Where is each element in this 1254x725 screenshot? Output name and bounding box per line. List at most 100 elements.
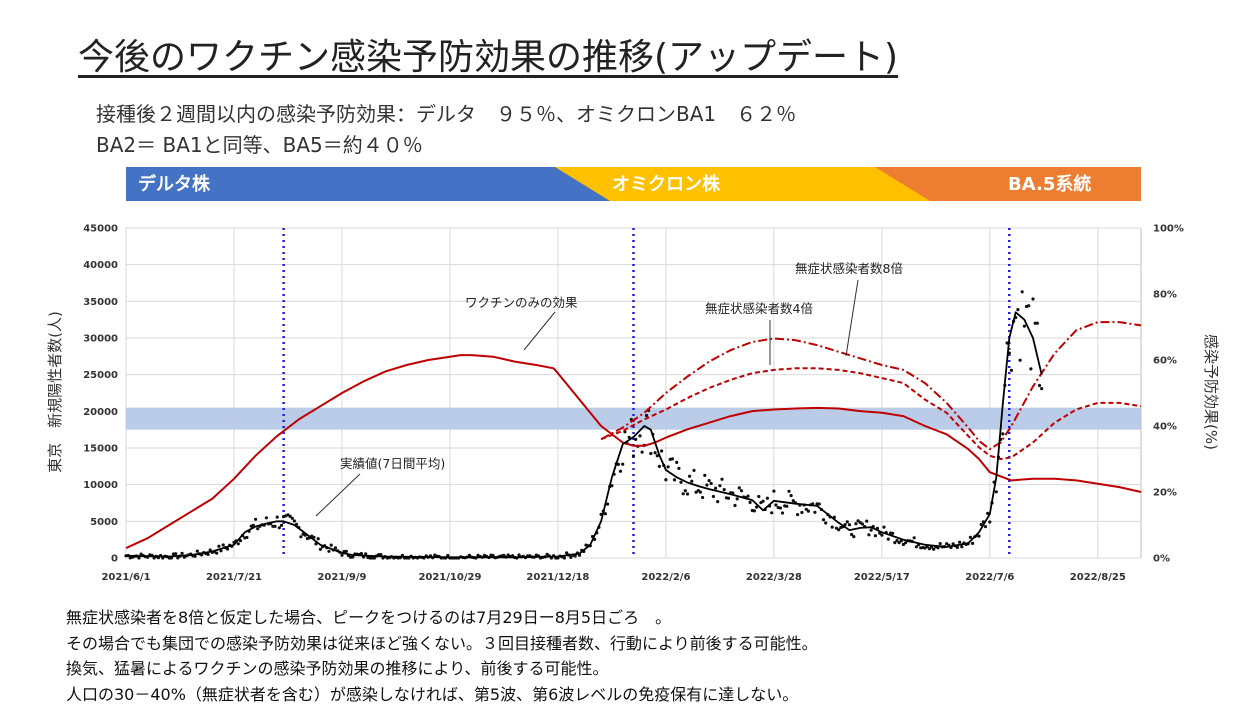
daily-case-point (292, 519, 296, 523)
daily-case-point (251, 523, 255, 528)
daily-case-point (772, 489, 776, 493)
daily-case-point (800, 510, 804, 515)
daily-case-point (880, 533, 884, 537)
daily-case-point (865, 519, 869, 523)
y-right-tick-label: 20% (1153, 488, 1177, 499)
daily-case-point (569, 555, 573, 560)
x-tick-label: 2022/7/6 (965, 572, 1014, 583)
y-right-tick-label: 80% (1153, 290, 1177, 301)
daily-case-point (506, 553, 510, 557)
x-tick-label: 2021/6/1 (101, 572, 150, 583)
daily-case-point (180, 551, 184, 555)
daily-case-point (264, 516, 268, 520)
left-axis-ticks: 0 5000 10000 15000 20000 25000 30000 35000 40000… (83, 224, 118, 565)
daily-case-point (672, 478, 677, 482)
daily-case-point (1027, 304, 1031, 308)
daily-case-point (958, 540, 962, 544)
daily-case-point (174, 552, 178, 556)
daily-case-point (638, 434, 642, 438)
daily-case-point (690, 479, 694, 483)
daily-case-point (1035, 321, 1039, 325)
daily-case-point (817, 502, 821, 506)
daily-case-point (971, 541, 975, 546)
footnote-4: 人口の30－40%（無症状者を含む）が感染しなければ、第5波、第6波レベルの免疫… (66, 684, 799, 704)
y-left-tick-label: 0 (111, 554, 118, 565)
subtitle-line-2: BA2＝ BA1と同等、BA5＝約４０％ (96, 133, 423, 157)
daily-case-point (616, 462, 621, 466)
daily-case-point (813, 510, 817, 514)
daily-case-point (716, 500, 720, 504)
daily-case-point (869, 528, 873, 532)
daily-case-point (640, 450, 644, 454)
daily-case-point (1018, 358, 1022, 362)
y-left-tick-label: 45000 (83, 224, 118, 235)
daily-case-point (256, 527, 260, 531)
daily-case-point (994, 490, 998, 494)
daily-case-point (364, 552, 368, 556)
daily-case-point (830, 525, 834, 529)
daily-case-point (1037, 383, 1042, 388)
daily-case-point (979, 522, 983, 527)
daily-case-point (785, 504, 789, 508)
daily-case-point (850, 532, 854, 537)
daily-case-point (748, 500, 752, 504)
daily-case-point (860, 522, 865, 526)
daily-case-point (1029, 367, 1033, 371)
daily-case-point (176, 556, 180, 560)
daily-case-point (372, 556, 376, 560)
daily-case-point (254, 517, 258, 521)
series-line-0 (125, 354, 1142, 550)
annotation-actual-leader (315, 473, 361, 517)
daily-case-point (681, 492, 685, 496)
daily-case-point (655, 454, 659, 458)
daily-case-point (938, 542, 942, 546)
daily-case-point (627, 435, 631, 439)
y-left-tick-label: 40000 (83, 260, 118, 271)
daily-case-point (329, 543, 333, 547)
annotation-vaccine-only-leader (523, 311, 556, 351)
daily-case-point (273, 524, 277, 529)
daily-case-point (610, 484, 614, 488)
annotation-8x: 無症状感染者数8倍 (795, 261, 903, 276)
daily-case-point (720, 477, 724, 481)
y-right-tick-label: 40% (1153, 422, 1177, 433)
daily-case-point (666, 465, 670, 469)
daily-case-point (757, 494, 761, 499)
daily-case-point (867, 533, 871, 537)
daily-case-point (670, 457, 675, 461)
x-tick-label: 2022/8/25 (1070, 572, 1126, 583)
daily-case-point (873, 534, 878, 538)
daily-case-point (722, 488, 726, 492)
daily-case-point (755, 505, 759, 509)
banner-ba5-bg (875, 167, 1141, 201)
y-right-axis-title: 感染予防効果(%) (1202, 334, 1220, 450)
daily-case-point (1001, 432, 1005, 436)
daily-case-point (344, 549, 348, 554)
footnote-1: 無症状感染者を8倍と仮定した場合、ピークをつけるのは7月29日ー8月5日ごろ 。 (66, 608, 672, 627)
daily-case-point (502, 553, 506, 557)
daily-case-point (705, 483, 709, 487)
daily-case-point (618, 469, 623, 473)
x-tick-label: 2021/9/9 (317, 572, 366, 583)
footnote-3: 換気、猛暑によるワクチンの感染予防効果の推移により、前後する可能性。 (66, 659, 609, 678)
daily-case-point (983, 525, 988, 529)
daily-case-point (1009, 368, 1014, 372)
series-line-2 (600, 321, 1142, 451)
daily-case-point (683, 489, 687, 493)
daily-case-point (195, 549, 199, 553)
daily-case-point (856, 519, 860, 523)
daily-case-point (739, 489, 744, 493)
daily-case-point (761, 499, 765, 503)
daily-case-point (821, 518, 826, 522)
daily-case-point (621, 462, 625, 466)
daily-case-point (834, 526, 839, 530)
daily-case-point (854, 522, 858, 526)
daily-case-point (718, 484, 722, 488)
daily-case-point (787, 489, 791, 493)
daily-case-point (275, 515, 279, 519)
daily-case-point (1022, 324, 1026, 328)
daily-case-point (299, 535, 303, 539)
annotation-vaccine-only: ワクチンのみの効果 (465, 295, 578, 310)
daily-case-point (660, 449, 664, 453)
daily-case-point (852, 535, 856, 539)
